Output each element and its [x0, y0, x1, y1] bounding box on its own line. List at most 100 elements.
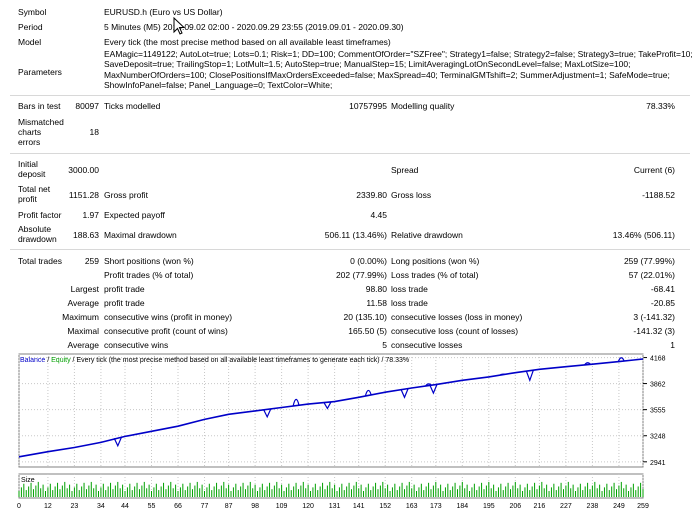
y-tick-label: 4168	[650, 356, 666, 363]
mismatch-value: 18	[89, 127, 99, 137]
equity-dip	[262, 408, 272, 419]
x-tick-label: 227	[560, 503, 572, 510]
x-tick-label: 55	[148, 503, 156, 510]
separator	[10, 95, 690, 96]
x-tick-label: 109	[276, 503, 288, 510]
average-loss-label: loss trade	[391, 298, 428, 308]
x-tick-label: 259	[637, 503, 649, 510]
x-tick-label: 44	[121, 503, 129, 510]
gross-profit-label: Gross profit	[104, 190, 148, 200]
x-tick-label: 0	[17, 503, 21, 510]
mismatch-label: Mismatched charts errors	[18, 117, 64, 147]
maximum-label: Maximum	[62, 312, 99, 322]
equity-dip	[429, 384, 438, 395]
largest-label: Largest	[70, 284, 99, 294]
bars-label: Bars in test	[18, 101, 61, 111]
initial-deposit-label: Initial deposit	[18, 159, 46, 179]
x-tick-label: 216	[534, 503, 546, 510]
x-tick-label: 163	[406, 503, 418, 510]
x-tick-label: 87	[225, 503, 233, 510]
maximal-consecutive-profit-value: 165.50 (5)	[348, 326, 387, 336]
maximal-consecutive-loss-label: consecutive loss (count of losses)	[391, 326, 519, 336]
quality-label: Modelling quality	[391, 101, 455, 111]
size-label: Size	[21, 477, 35, 484]
spread-label: Spread	[391, 165, 419, 175]
absolute-drawdown-value: 188.63	[73, 230, 99, 240]
x-tick-label: 120	[302, 503, 314, 510]
mouse-cursor-icon	[173, 17, 186, 35]
loss-trades-value: 57 (22.01%)	[628, 270, 675, 280]
equity-spike	[617, 357, 625, 362]
maximal-drawdown-value: 506.11 (13.46%)	[324, 230, 387, 240]
chart-title-rest: / Every tick (the most precise method ba…	[70, 357, 410, 364]
bars-value: 80097	[75, 101, 99, 111]
y-tick-label: 3555	[650, 408, 666, 415]
largest-profit-label: profit trade	[104, 284, 145, 294]
relative-drawdown-label: Relative drawdown	[391, 230, 463, 240]
x-tick-label: 12	[44, 503, 52, 510]
long-positions-label: Long positions (won %)	[391, 256, 480, 266]
model-label: Model	[18, 37, 42, 47]
y-tick-label: 3862	[650, 382, 666, 389]
parameters-value: EAMagic=1149122; AutoLot=true; Lots=0.1;…	[104, 49, 693, 90]
balance-equity-chart: 4168 3862 3555 3248 2941 0 12 23 34 44 55 66 77 87 98 1…	[17, 353, 666, 510]
equity-dip	[525, 369, 534, 383]
separator	[10, 153, 690, 154]
ticks-value: 10757995	[349, 101, 387, 111]
chart-title-equity: Equity	[51, 357, 71, 364]
x-tick-label: 173	[430, 503, 442, 510]
max-consecutive-losses-value: 3 (-141.32)	[633, 312, 675, 322]
symbol-label: Symbol	[18, 7, 47, 17]
short-positions-value: 0 (0.00%)	[350, 256, 387, 266]
maximal-consecutive-profit-label: consecutive profit (count of wins)	[104, 326, 228, 336]
average-consecutive-wins-label: consecutive wins	[104, 340, 169, 350]
parameters-label: Parameters	[18, 67, 62, 77]
chart-plot-area	[18, 353, 644, 468]
equity-dip	[113, 437, 122, 448]
average-consecutive-losses-value: 1	[670, 340, 675, 350]
net-profit-value: 1151.28	[68, 190, 99, 200]
quality-value: 78.33%	[646, 101, 675, 111]
x-tick-label: 141	[353, 503, 365, 510]
x-tick-label: 66	[174, 503, 182, 510]
equity-spike	[500, 373, 507, 376]
total-trades-label: Total trades	[18, 256, 62, 266]
absolute-drawdown-label: Absolute drawdown	[18, 224, 57, 244]
relative-drawdown-value: 13.46% (506.11)	[612, 230, 675, 240]
average-consecutive-label: Average	[67, 340, 99, 350]
equity-spike	[364, 389, 372, 396]
long-positions-value: 259 (77.99%)	[623, 256, 675, 266]
equity-spike	[584, 362, 591, 366]
profit-trades-label: Profit trades (% of total)	[104, 270, 194, 280]
expected-payoff-label: Expected payoff	[104, 210, 165, 220]
equity-dip	[323, 401, 332, 410]
gross-profit-value: 2339.80	[356, 190, 387, 200]
period-value: 5 Minutes (M5) 2019.09.02 02:00 - 2020.0…	[104, 22, 404, 32]
maximal-label: Maximal	[67, 326, 99, 336]
period-label: Period	[18, 22, 43, 32]
initial-deposit-value: 3000.00	[68, 165, 99, 175]
equity-spike	[425, 383, 432, 387]
average-label: Average	[67, 298, 99, 308]
x-tick-label: 238	[587, 503, 599, 510]
largest-loss-value: -68.41	[650, 284, 675, 294]
separator	[10, 249, 690, 250]
profit-factor-label: Profit factor	[18, 210, 62, 220]
x-tick-label: 34	[97, 503, 105, 510]
ticks-label: Ticks modelled	[104, 101, 161, 111]
y-tick-label: 3248	[650, 434, 666, 441]
equity-spike	[292, 398, 300, 406]
max-consecutive-wins-label: consecutive wins (profit in money)	[104, 312, 233, 322]
maximal-consecutive-loss-value: -141.32 (3)	[633, 326, 675, 336]
maximal-drawdown-label: Maximal drawdown	[104, 230, 177, 240]
total-trades-value: 259	[84, 256, 99, 266]
average-loss-value: -20.85	[650, 298, 675, 308]
x-tick-label: 98	[251, 503, 259, 510]
y-tick-label: 2941	[650, 460, 666, 467]
x-tick-label: 131	[329, 503, 341, 510]
average-profit-value: 11.58	[366, 298, 387, 308]
equity-dip	[400, 388, 409, 399]
loss-trades-label: Loss trades (% of total)	[391, 270, 479, 280]
largest-loss-label: loss trade	[391, 284, 428, 294]
net-profit-label: Total net profit	[18, 184, 51, 204]
